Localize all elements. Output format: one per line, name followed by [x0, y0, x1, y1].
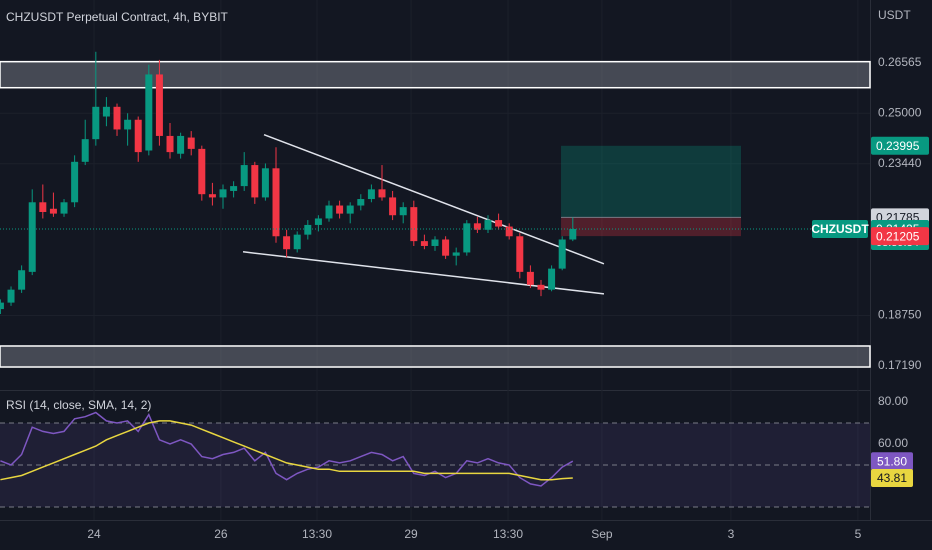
chart-title: CHZUSDT Perpetual Contract, 4h, BYBIT: [6, 10, 229, 24]
candle-body: [208, 194, 216, 198]
rsi-badge-label: 43.81: [877, 471, 907, 485]
candle-body: [526, 271, 534, 285]
candle-body: [166, 135, 174, 153]
candle-body: [60, 202, 68, 214]
x-tick-label: 29: [404, 527, 418, 541]
x-tick-label: 26: [214, 527, 228, 541]
rsi-line: [0, 411, 574, 487]
candle-body: [548, 268, 556, 290]
candle-body: [505, 226, 513, 237]
x-tick-label: Sep: [591, 527, 613, 541]
y-tick-label: 0.17190: [878, 358, 922, 372]
candle-body: [463, 223, 471, 253]
y-tick-label: 60.00: [878, 436, 908, 450]
x-tick-label: 13:30: [493, 527, 523, 541]
candle-body: [71, 161, 79, 203]
candle-body: [304, 224, 312, 235]
candle-body: [399, 207, 407, 216]
target-badge: [871, 136, 929, 155]
candle-body: [346, 205, 354, 214]
candle-body: [92, 106, 100, 140]
candle-body: [18, 270, 26, 290]
candle-body: [569, 228, 577, 240]
y-tick-label: 0.23440: [878, 156, 922, 170]
candle-body: [410, 207, 418, 242]
candle-body: [431, 239, 439, 246]
candle-body: [145, 74, 153, 151]
candle-body: [378, 189, 386, 198]
candle-body: [230, 186, 238, 191]
candle-body: [251, 165, 259, 198]
stop-zone: [561, 217, 742, 237]
zone: [0, 345, 871, 368]
indicator-title: RSI (14, close, SMA, 14, 2): [6, 398, 151, 412]
candle-body: [134, 119, 142, 153]
candle-body: [293, 234, 301, 250]
x-tick-label: 5: [855, 527, 862, 541]
candle-body: [198, 148, 206, 195]
candle-body: [357, 199, 365, 206]
candle-body: [102, 106, 110, 117]
candle-body: [261, 168, 269, 198]
x-tick-label: 24: [87, 527, 101, 541]
y-tick-label: 0.26565: [878, 55, 922, 69]
candle-body: [442, 239, 450, 256]
rsi-badge-label: 51.80: [877, 454, 907, 468]
candle-body: [389, 197, 397, 216]
candle-body: [81, 139, 89, 162]
rsi-badge: [871, 452, 913, 471]
x-tick-label: 3: [728, 527, 735, 541]
candle-body: [113, 106, 121, 130]
candle-body: [177, 135, 185, 154]
stop-badge: [871, 227, 929, 246]
candle-body: [49, 208, 57, 214]
y-tick-label: 80.00: [878, 394, 908, 408]
candle-body: [420, 241, 428, 246]
candle-body: [516, 236, 524, 272]
candle-body: [283, 236, 291, 250]
zone: [0, 60, 871, 89]
target-badge-label: 0.23995: [876, 139, 920, 153]
target-zone: [561, 145, 742, 218]
candle-body: [473, 223, 481, 230]
y-tick-label: 0.25000: [878, 105, 922, 119]
candle-body: [272, 168, 280, 237]
candle-body: [28, 202, 36, 272]
y-tick-label: 0.18750: [878, 308, 922, 322]
candle-body: [558, 239, 566, 269]
candle-body: [495, 220, 503, 227]
candle-body: [0, 302, 4, 310]
symbol-badge: [812, 219, 868, 238]
candle-body: [537, 284, 545, 290]
candle-body: [367, 189, 375, 200]
rsi-line: [0, 420, 573, 481]
candle-body: [336, 205, 344, 214]
candle-body: [314, 218, 322, 225]
symbol-label: CHZUSDT: [811, 222, 869, 236]
candle-body: [7, 289, 15, 303]
candle-body: [240, 165, 248, 187]
currency-label: USDT: [878, 8, 911, 22]
trendline: [263, 133, 605, 265]
stop-badge-label: 0.21205: [876, 229, 920, 243]
candle-body: [155, 74, 163, 136]
candle-body: [39, 202, 47, 212]
x-tick-label: 13:30: [302, 527, 332, 541]
candle-body: [452, 252, 460, 256]
candle-body: [187, 137, 195, 149]
candle-body: [219, 189, 227, 198]
candle-body: [484, 220, 492, 230]
candle-body: [325, 205, 333, 219]
candle-body: [124, 119, 132, 130]
rsi-badge: [871, 468, 913, 487]
